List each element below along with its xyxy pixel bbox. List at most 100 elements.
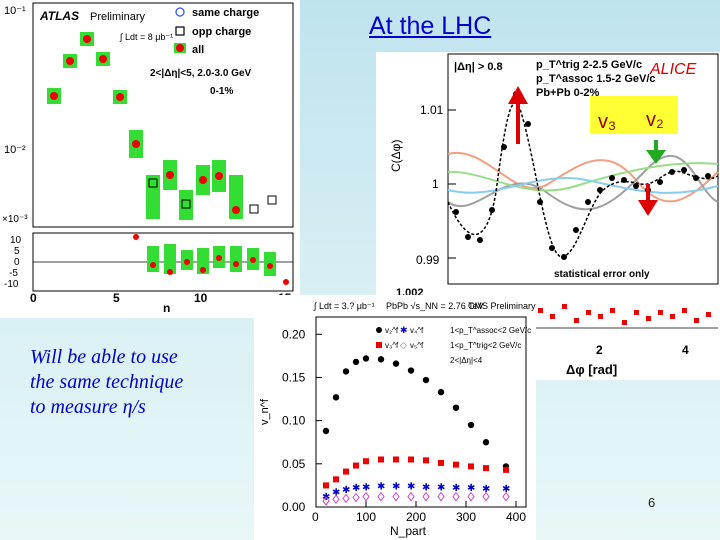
cms-point-v4: ✱ xyxy=(352,483,360,494)
alice-harmonic-curve xyxy=(447,162,719,192)
alice-residual xyxy=(634,310,639,315)
atlas-residual xyxy=(233,261,239,267)
cms-point-v5 xyxy=(407,491,415,502)
cms-point-v4: ✱ xyxy=(452,483,460,494)
alice-residual xyxy=(622,320,627,325)
alice-v2-highlight xyxy=(634,96,678,134)
atlas-point xyxy=(181,199,191,209)
atlas-point xyxy=(267,195,277,205)
cms-system: PbPb √s_NN = 2.76 TeV xyxy=(386,301,484,311)
alice-ylabel: C(Δφ) xyxy=(389,140,403,172)
alice-residual xyxy=(646,316,651,321)
atlas-legend-all-marker xyxy=(176,44,184,52)
atlas-residual xyxy=(250,257,256,263)
cms-chart-area: 0.000.050.100.150.200 100 200 300 400✱ ✱ ✱ ✱ ✱ ✱ ✱… xyxy=(282,316,527,524)
cms-point-v3 xyxy=(363,458,369,465)
atlas-residuals xyxy=(133,234,289,285)
cms-ytick-label: 0.15 xyxy=(282,370,306,384)
alice-cut-assoc: p_T^assoc 1.5-2 GeV/c xyxy=(536,73,656,85)
atlas-residual xyxy=(216,255,222,261)
atlas-point xyxy=(99,55,107,63)
cms-point-v3 xyxy=(333,476,339,483)
atlas-point xyxy=(148,178,158,188)
cms-point-v4: ✱ xyxy=(392,481,400,492)
atlas-residual-band xyxy=(197,248,209,274)
alice-point xyxy=(465,234,471,240)
atlas-legend: same charge opp charge all xyxy=(174,7,259,56)
atlas-figure: 10⁻¹ 10⁻² ×10⁻³ 10 5 0 -5 -10 0 5 10 15 … xyxy=(0,0,300,318)
cms-figure: 0.00 0.05 0.10 0.15 0.20 0 100 200 300 400 ✱ ✱ ✱ ✱ ✱ ✱ ✱… xyxy=(254,295,536,540)
cms-point-v5 xyxy=(332,494,340,505)
page-number: 6 xyxy=(648,495,656,510)
alice-residual-points xyxy=(538,304,711,325)
atlas-residual xyxy=(150,262,156,268)
cms-point-v4: ✱ xyxy=(332,487,340,498)
cms-cut-assoc: 1<p_T^assoc<2 GeV/c xyxy=(450,326,531,335)
cms-point-v3 xyxy=(408,456,414,463)
atlas-top-frame xyxy=(32,2,294,228)
cms-point-v3 xyxy=(393,456,399,463)
alice-v2-down-arrowhead xyxy=(638,200,658,216)
atlas-points xyxy=(47,32,277,220)
alice-point xyxy=(549,245,555,251)
cms-point-v4: ✱ xyxy=(362,482,370,493)
alice-point xyxy=(681,167,687,173)
cms-point-v2 xyxy=(332,394,340,401)
alice-residual xyxy=(682,308,687,313)
atlas-xlabel: n xyxy=(163,301,170,315)
alice-v2-arrowhead xyxy=(646,150,666,164)
cms-legend-v2: v₂^f xyxy=(385,326,399,335)
atlas-xtick-10: 10 xyxy=(194,291,208,305)
alice-residual xyxy=(694,318,699,323)
cms-point-v2 xyxy=(437,388,445,396)
alice-fit-curve xyxy=(447,102,719,258)
alice-ytick-2: 1 xyxy=(432,177,439,191)
atlas-band xyxy=(179,190,193,220)
atlas-residual xyxy=(200,267,206,273)
alice-cut-trig: p_T^trig 2-2.5 GeV/c xyxy=(536,59,642,71)
atlas-residual xyxy=(167,269,173,275)
atlas-point xyxy=(232,206,240,214)
alice-brand: ALICE xyxy=(649,61,697,78)
cms-point-v2 xyxy=(352,358,360,366)
cms-point-v3 xyxy=(483,465,489,472)
alice-residual xyxy=(574,318,579,323)
cms-point-v4: ✱ xyxy=(377,481,385,492)
alice-point xyxy=(573,227,579,233)
cms-point-v4: ✱ xyxy=(467,483,475,494)
cms-point-v2 xyxy=(342,368,350,375)
cms-point-v2 xyxy=(407,367,415,374)
alice-v3-highlight xyxy=(590,96,634,134)
alice-residual xyxy=(610,308,615,313)
cms-legend-v4: v₄^f xyxy=(410,326,424,335)
atlas-legend-opp: opp charge xyxy=(192,26,251,38)
atlas-band xyxy=(146,175,160,219)
cms-legend-v5: v₅^f xyxy=(410,341,424,350)
alice-harmonic-curve xyxy=(447,177,719,194)
atlas-residual-band xyxy=(147,246,159,272)
cms-point-v2 xyxy=(467,421,475,429)
cms-plot: 0.000.050.100.150.200 100 200 300 400✱ ✱ ✱ ✱ ✱ ✱ ✱… xyxy=(259,301,536,538)
alice-frame xyxy=(447,53,719,285)
atlas-point xyxy=(66,57,74,65)
cms-point-v5 xyxy=(482,491,490,502)
alice-point xyxy=(501,144,507,150)
cms-point-v5 xyxy=(467,491,475,502)
atlas-residual xyxy=(184,259,190,265)
cms-lumi: ∫ Ldt = 3.? μb⁻¹ xyxy=(313,301,375,311)
alice-note: statistical error only xyxy=(554,269,650,280)
caption-line-3: to measure η/s xyxy=(30,396,146,418)
atlas-point xyxy=(83,35,91,43)
alice-point xyxy=(705,173,711,179)
atlas-point xyxy=(50,92,58,100)
alice-point xyxy=(585,199,591,205)
cms-ytick-label: 0.05 xyxy=(282,457,306,471)
alice-plot: 1.01 1 0.99 C(Δφ) xyxy=(389,53,719,377)
cms-legend-v3-marker xyxy=(376,342,382,348)
alice-point xyxy=(597,187,603,193)
alice-point xyxy=(693,175,699,181)
caption-line-1: Will be able to use xyxy=(30,346,178,368)
atlas-point xyxy=(116,93,124,101)
cms-legend-v4-marker: ✱ xyxy=(400,325,408,335)
cms-point-v3 xyxy=(438,459,444,466)
